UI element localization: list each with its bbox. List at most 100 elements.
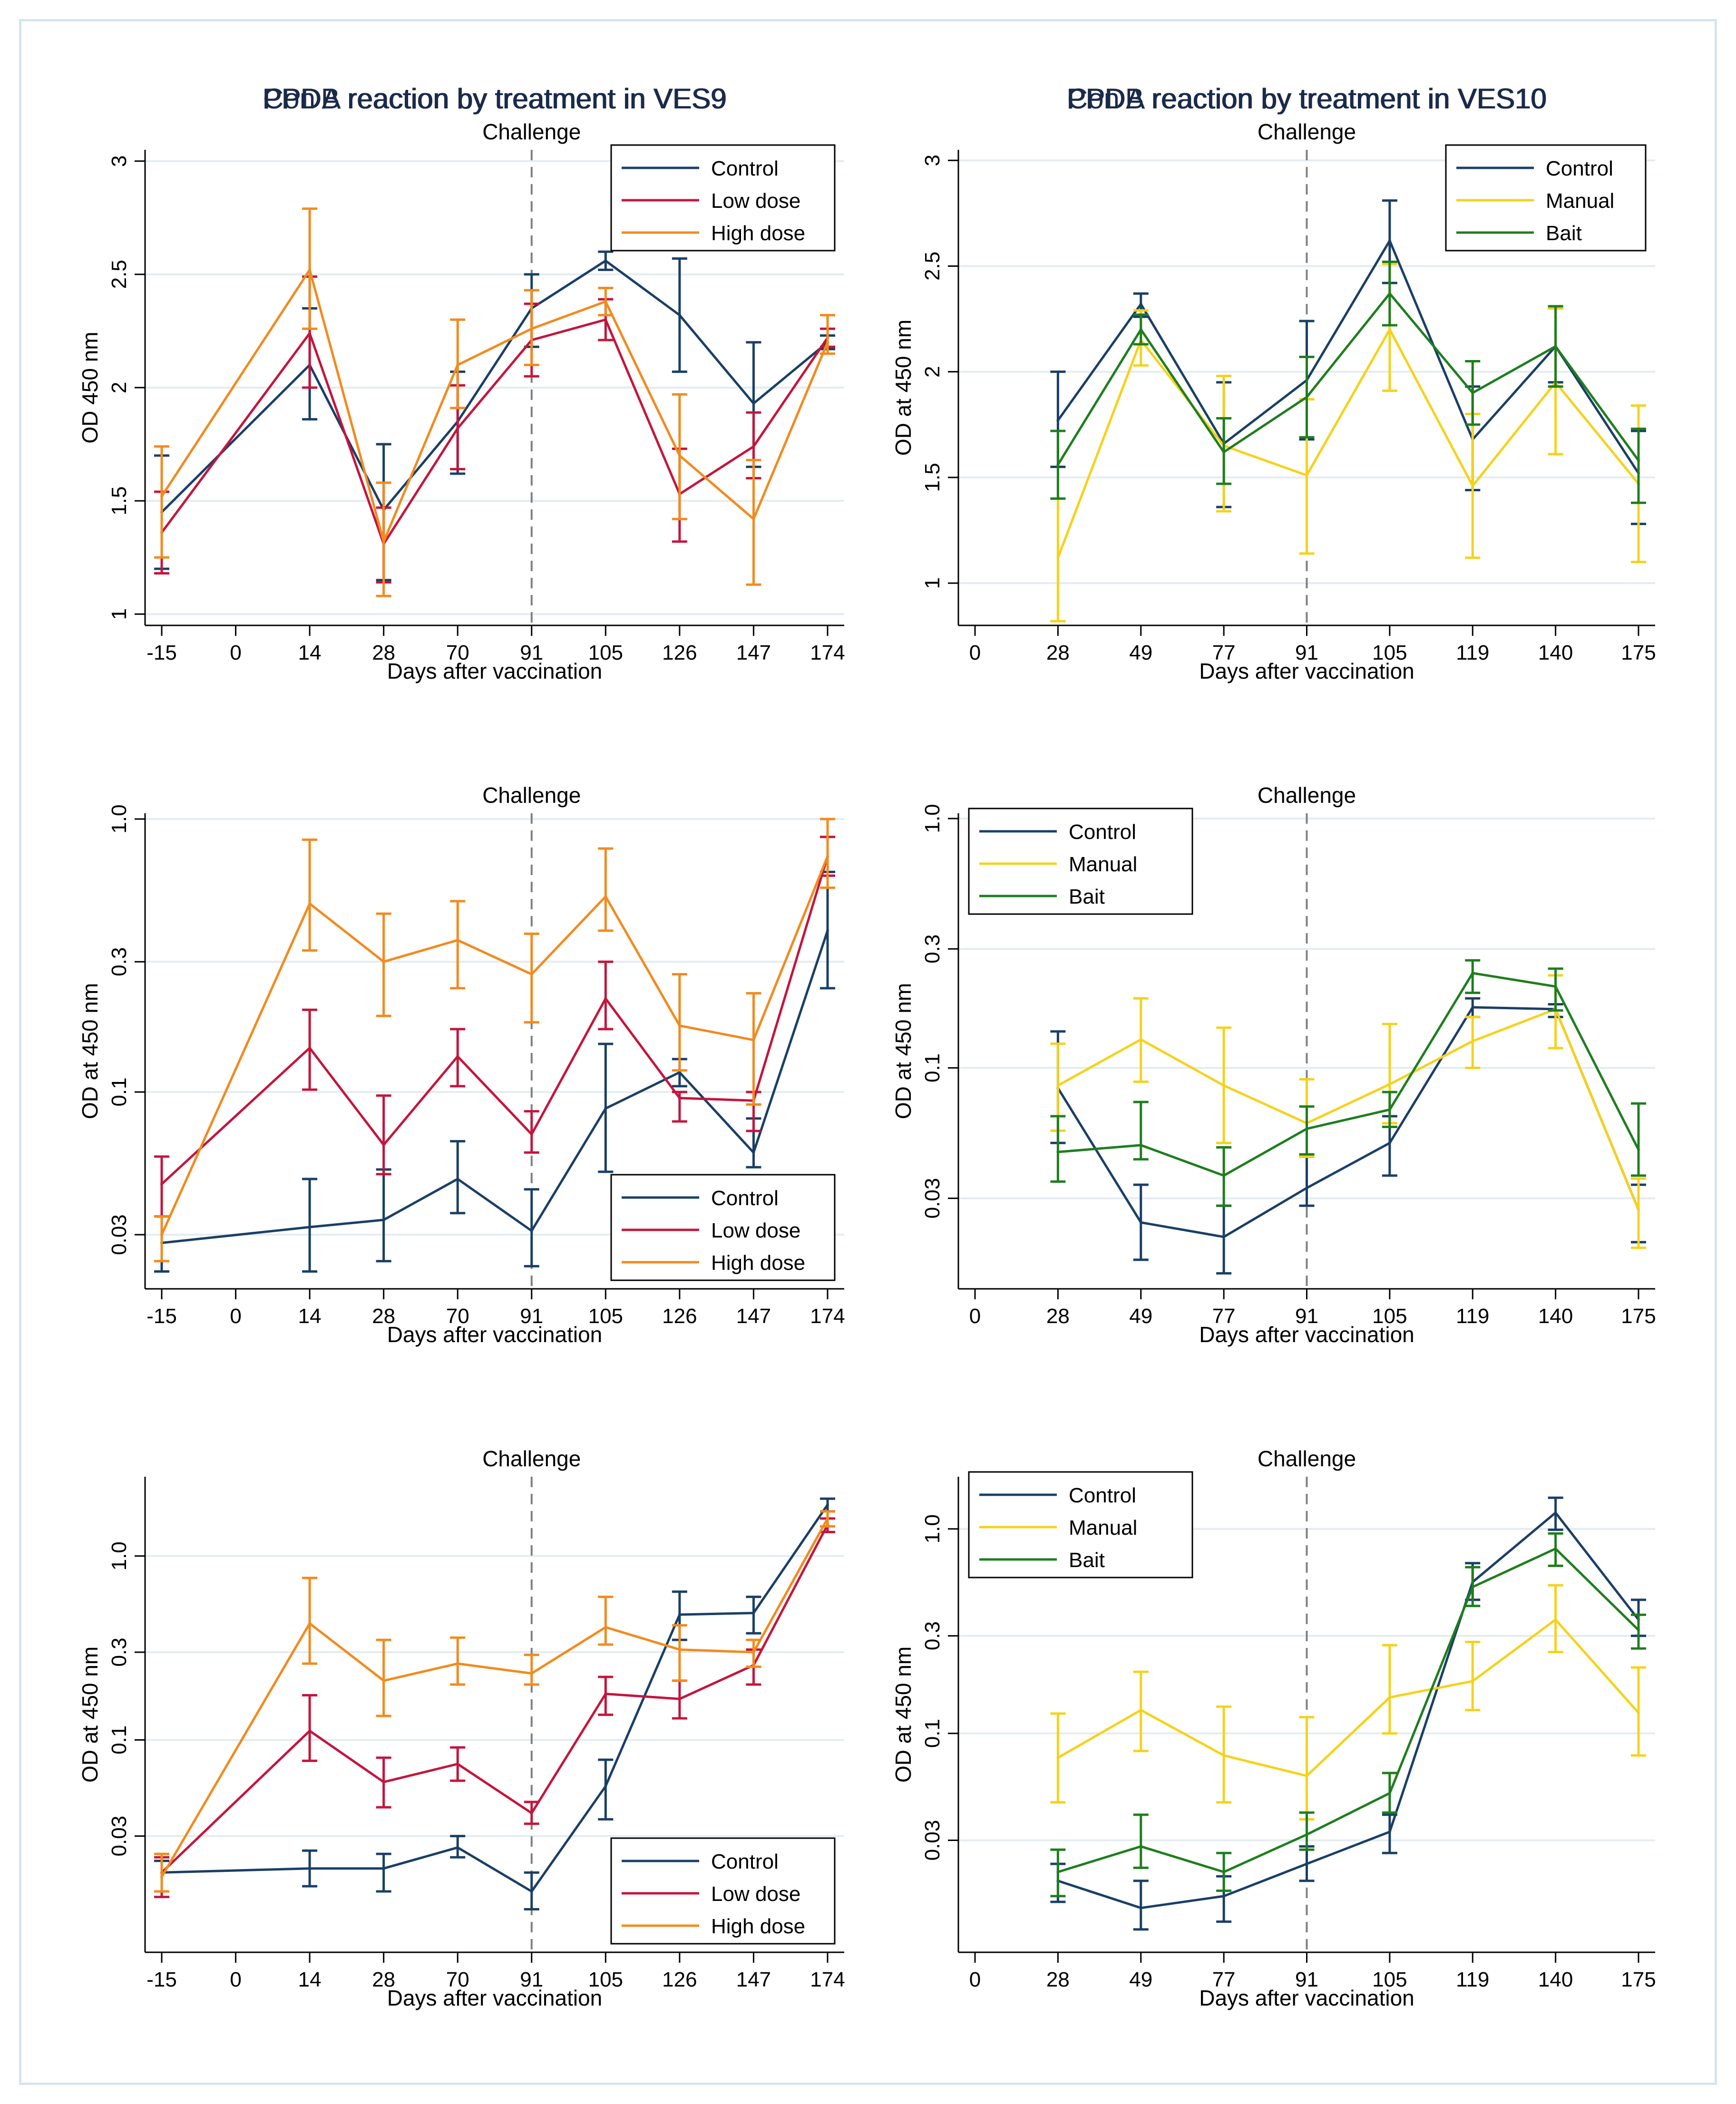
data-point: [1388, 1830, 1391, 1833]
data-point: [1222, 1870, 1226, 1874]
legend: Control Low dose High dose: [610, 1837, 836, 1945]
data-point: [678, 1096, 681, 1100]
legend-label: Bait: [1546, 222, 1582, 245]
x-tick-label: 140: [1538, 1305, 1573, 1328]
y-axis-label: OD at 450 nm: [891, 1646, 916, 1783]
data-point: [604, 1107, 607, 1110]
legend-box: [610, 144, 836, 252]
data-point: [1471, 1005, 1474, 1009]
x-tick-label: 0: [230, 641, 241, 664]
legend: Control Low dose High dose: [610, 1174, 836, 1281]
x-tick-label: 49: [1129, 1968, 1152, 1991]
data-point: [1554, 985, 1557, 988]
challenge-label: Challenge: [482, 119, 581, 144]
series-line: [161, 856, 829, 1185]
data-point: [382, 1781, 385, 1784]
data-point: [1056, 419, 1060, 422]
series-line: [161, 1524, 829, 1874]
data-point: [604, 1626, 607, 1629]
data-point: [382, 1679, 385, 1682]
y-tick-label: 3: [107, 156, 131, 167]
series-line: [1057, 1006, 1640, 1238]
x-tick-label: 91: [520, 1968, 543, 1991]
data-point: [160, 495, 163, 498]
y-tick-label: 0.03: [107, 1214, 131, 1255]
legend-label: Bait: [1069, 885, 1105, 908]
series-line: [1057, 1547, 1639, 1873]
x-tick-label: 0: [969, 641, 981, 664]
data-point: [1139, 1221, 1142, 1224]
y-tick-label: 2: [921, 366, 944, 377]
y-tick-label: 1.5: [107, 487, 131, 516]
legend-label: Control: [1069, 820, 1136, 844]
data-point: [826, 1517, 829, 1520]
series-line: [1057, 328, 1639, 558]
x-tick-label: 119: [1456, 1305, 1489, 1328]
data-point: [826, 855, 829, 858]
data-point: [308, 1046, 312, 1050]
data-point: [382, 1867, 385, 1870]
data-point: [1637, 1148, 1640, 1151]
challenge-label: Challenge: [1258, 1446, 1356, 1471]
y-axis-label: OD at 450 nm: [891, 320, 916, 456]
data-point: [752, 1151, 755, 1154]
series-line: [1058, 972, 1640, 1177]
y-tick-label: 0.03: [921, 1820, 944, 1861]
y-tick-label: 2.5: [921, 252, 944, 281]
legend: Control Manual Bait: [1445, 144, 1647, 252]
x-tick-label: 174: [810, 641, 845, 664]
data-point: [456, 1763, 459, 1766]
legend-label: High dose: [711, 1251, 805, 1275]
data-point: [1554, 1547, 1557, 1550]
legend: Control Low dose High dose: [610, 144, 836, 252]
x-tick-label: 105: [588, 1305, 623, 1328]
x-tick-label: 126: [662, 641, 697, 664]
y-axis-label: OD at 450 nm: [78, 983, 102, 1119]
data-point: [752, 402, 755, 405]
y-tick-label: 1: [921, 577, 944, 589]
y-axis-label: OD 450 nm: [78, 331, 102, 443]
data-point: [1222, 1174, 1226, 1177]
data-point: [678, 1024, 681, 1027]
data-point: [1554, 1618, 1557, 1621]
x-axis-label: Days after vaccination: [1199, 1986, 1414, 2010]
chart-ppdb-ves9: PPDB reaction by treatment in VES9 0.03 0.…: [78, 83, 845, 2010]
x-tick-label: 91: [520, 641, 543, 664]
legend: Control Manual Bait: [968, 1471, 1193, 1578]
data-point: [1388, 239, 1391, 243]
x-tick-label: 91: [520, 1305, 543, 1328]
y-tick-label: 1.0: [107, 805, 131, 834]
y-tick-label: 3: [921, 155, 944, 166]
chart-ppdb-ves10: PPDB reaction by treatment in VES10 0.03 0…: [891, 83, 1656, 2010]
x-tick-label: 91: [1295, 1968, 1318, 1991]
legend-label: Bait: [1069, 1549, 1105, 1572]
x-tick-label: 28: [372, 641, 395, 664]
series-high-dose: [154, 207, 835, 597]
x-tick-label: 0: [230, 1305, 241, 1328]
data-point: [604, 1692, 607, 1695]
x-axis-label: Days after vaccination: [1199, 1322, 1414, 1347]
data-point: [456, 427, 459, 430]
legend-label: Manual: [1546, 189, 1614, 213]
chart-title: PPDB reaction by treatment in VES10: [1066, 83, 1547, 115]
chart-ppda-ves10: PPDA reaction by treatment in VES10 0.03 0…: [891, 83, 1656, 1347]
data-point: [530, 1672, 533, 1675]
challenge-label: Challenge: [1258, 783, 1356, 808]
y-tick-label: 0.3: [107, 947, 131, 976]
data-point: [1056, 1084, 1060, 1087]
y-tick-label: 0.1: [921, 1719, 944, 1748]
data-point: [752, 445, 755, 448]
x-tick-label: 140: [1538, 1968, 1573, 1991]
y-axis-label: OD at 450 nm: [78, 1646, 102, 1783]
x-tick-label: -15: [146, 1968, 177, 1991]
data-point: [1305, 1774, 1308, 1777]
legend-label: High dose: [711, 1915, 805, 1938]
data-point: [530, 327, 533, 331]
data-point: [678, 454, 681, 457]
x-axis-label: Days after vaccination: [1199, 659, 1414, 683]
series-bait: [1050, 261, 1646, 504]
x-tick-label: 175: [1621, 1968, 1656, 1991]
series-low-dose: [154, 275, 835, 584]
series-bait: [1050, 959, 1646, 1207]
